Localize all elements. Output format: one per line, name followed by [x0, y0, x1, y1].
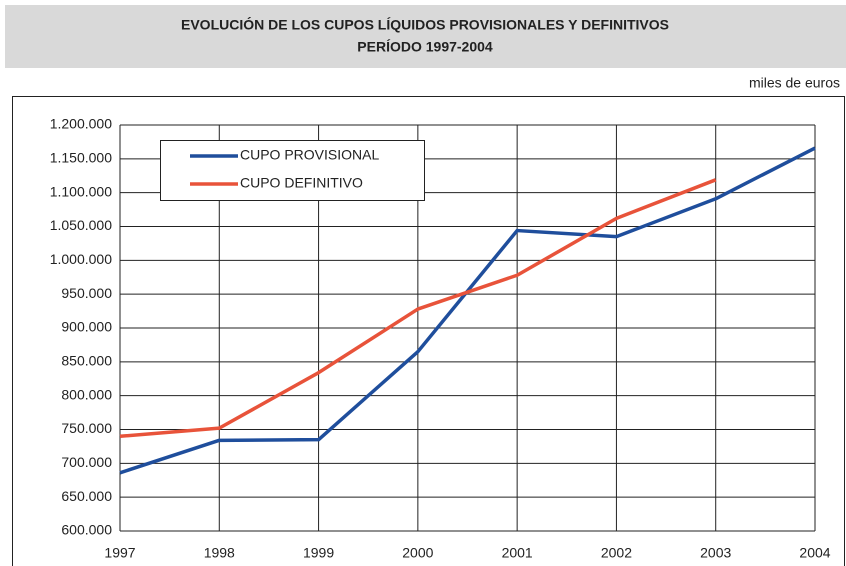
y-tick-label: 750.000 — [61, 420, 112, 436]
chart-title: EVOLUCIÓN DE LOS CUPOS LÍQUIDOS PROVISIO… — [181, 16, 669, 33]
x-tick-label: 2001 — [502, 545, 533, 561]
y-tick-label: 1.150.000 — [50, 150, 112, 166]
x-tick-label: 2000 — [402, 545, 433, 561]
title-banner — [5, 5, 846, 68]
y-tick-label: 900.000 — [61, 319, 112, 335]
x-tick-label: 1997 — [104, 545, 135, 561]
legend-label: CUPO DEFINITIVO — [240, 175, 363, 191]
y-tick-label: 650.000 — [61, 488, 112, 504]
series-line — [119, 178, 717, 439]
y-tick-label: 1.200.000 — [50, 116, 112, 132]
x-tick-label: 2002 — [601, 545, 632, 561]
x-tick-label: 2003 — [700, 545, 731, 561]
x-tick-label: 2004 — [799, 545, 830, 561]
y-tick-label: 800.000 — [61, 386, 112, 402]
y-tick-label: 1.000.000 — [50, 251, 112, 267]
x-tick-label: 1999 — [303, 545, 334, 561]
y-tick-label: 850.000 — [61, 353, 112, 369]
y-tick-label: 1.100.000 — [50, 183, 112, 199]
legend-box — [160, 140, 425, 201]
chart-subtitle: PERÍODO 1997-2004 — [357, 39, 493, 55]
legend-label: CUPO PROVISIONAL — [240, 147, 379, 163]
y-tick-label: 700.000 — [61, 454, 112, 470]
y-tick-label: 1.050.000 — [50, 217, 112, 233]
x-tick-label: 1998 — [204, 545, 235, 561]
y-tick-label: 950.000 — [61, 285, 112, 301]
chart-frame — [12, 96, 845, 566]
unit-label: miles de euros — [749, 75, 840, 91]
y-tick-label: 600.000 — [61, 522, 112, 538]
